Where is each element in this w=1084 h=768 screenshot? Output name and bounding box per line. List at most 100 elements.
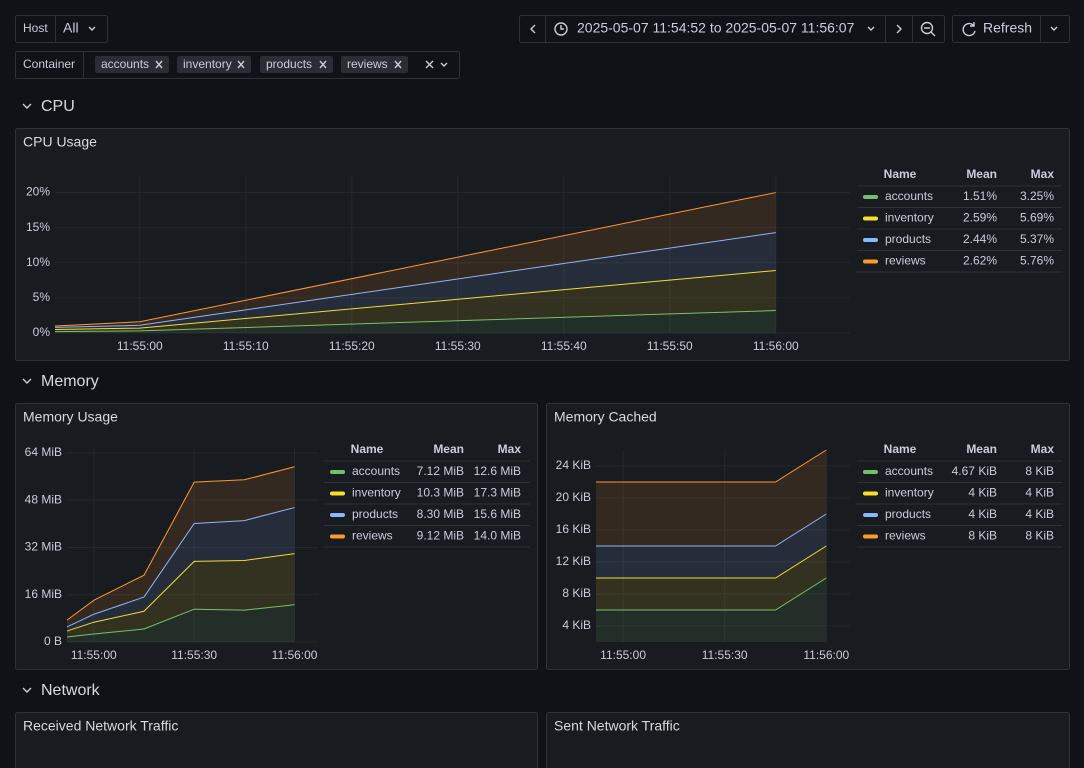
back-button[interactable] xyxy=(530,24,536,34)
legend-mean: 7.12 MiB xyxy=(417,464,464,478)
legend-name[interactable]: products xyxy=(885,232,931,246)
legend-name[interactable]: accounts xyxy=(352,464,400,478)
legend-max: 4 KiB xyxy=(1025,486,1054,500)
y-tick-label: 8 KiB xyxy=(562,586,591,600)
legend-name[interactable]: inventory xyxy=(885,211,934,225)
area-fill xyxy=(596,450,827,546)
legend-name[interactable]: products xyxy=(885,507,931,521)
legend-mean: 4 KiB xyxy=(968,486,997,500)
refresh-icon xyxy=(962,22,976,37)
series-line xyxy=(596,545,827,579)
legend-max: 8 KiB xyxy=(1025,464,1054,478)
clear-icon[interactable] xyxy=(425,60,434,69)
y-tick-label: 20% xyxy=(26,185,50,199)
collapse-icon[interactable] xyxy=(22,378,32,384)
legend-mean: 1.51% xyxy=(963,189,997,203)
legend-name[interactable]: inventory xyxy=(885,486,934,500)
panel-title: CPU Usage xyxy=(23,134,97,150)
x-tick-label: 11:55:00 xyxy=(71,648,117,662)
area-fill xyxy=(55,232,776,330)
section-title[interactable]: Memory xyxy=(41,373,99,390)
series-line xyxy=(66,507,295,628)
x-tick-label: 11:55:10 xyxy=(223,339,269,353)
x-tick-label: 11:55:30 xyxy=(171,648,217,662)
y-tick-label: 20 KiB xyxy=(556,490,591,504)
panel xyxy=(15,403,538,670)
y-tick-label: 16 MiB xyxy=(25,587,62,601)
chip-remove[interactable] xyxy=(394,60,402,69)
legend-mean: 4 KiB xyxy=(968,507,997,521)
legend-name[interactable]: accounts xyxy=(885,189,933,203)
legend-mean: 9.12 MiB xyxy=(417,529,464,543)
legend-mean: 8.30 MiB xyxy=(417,507,464,521)
series-line xyxy=(66,553,295,632)
y-tick-label: 4 KiB xyxy=(562,618,591,632)
chevron xyxy=(867,26,875,31)
panel-title: Received Network Traffic xyxy=(23,718,178,734)
refresh-button[interactable]: Refresh xyxy=(983,20,1032,36)
area-fill xyxy=(67,604,295,642)
refresh-interval[interactable] xyxy=(1050,26,1058,31)
series-line xyxy=(66,466,295,621)
legend-name[interactable]: products xyxy=(352,507,398,521)
series-line xyxy=(54,270,776,330)
legend-mean: 2.44% xyxy=(963,232,997,246)
collapse-icon[interactable] xyxy=(22,687,32,693)
zoom-out-button[interactable] xyxy=(920,21,934,35)
y-tick-label: 24 KiB xyxy=(556,458,591,472)
chip-label: inventory xyxy=(183,57,232,71)
x-tick-label: 11:56:00 xyxy=(803,648,849,662)
series-line xyxy=(54,192,776,327)
chip-remove[interactable] xyxy=(237,60,245,69)
chip-remove[interactable] xyxy=(319,60,327,69)
clock-icon xyxy=(554,22,568,36)
chip-remove[interactable] xyxy=(155,60,163,69)
chip xyxy=(260,56,333,73)
panel xyxy=(15,712,538,768)
y-tick-label: 0% xyxy=(33,325,51,339)
forward-button[interactable] xyxy=(896,24,902,34)
legend-name[interactable]: reviews xyxy=(352,529,393,543)
host-variable[interactable] xyxy=(15,15,108,43)
time-range[interactable]: 2025-05-07 11:54:52 to 2025-05-07 11:56:… xyxy=(577,20,855,36)
area-fill xyxy=(67,507,295,632)
legend-name[interactable]: reviews xyxy=(885,254,926,268)
y-tick-label: 48 MiB xyxy=(25,492,62,506)
series-line xyxy=(66,604,295,638)
legend-header: Mean xyxy=(433,442,464,456)
legend-max: 15.6 MiB xyxy=(474,507,521,521)
x-tick-label: 11:55:30 xyxy=(435,339,481,353)
x-tick-label: 11:55:40 xyxy=(541,339,587,353)
legend-max: 3.25% xyxy=(1020,189,1054,203)
legend-header: Name xyxy=(884,442,917,456)
collapse-icon[interactable] xyxy=(22,103,32,109)
series-line xyxy=(596,577,827,611)
legend-max: 5.69% xyxy=(1020,211,1054,225)
zoom-icon xyxy=(924,27,936,37)
series-line xyxy=(54,310,776,333)
legend-name[interactable]: accounts xyxy=(885,464,933,478)
y-tick-label: 64 MiB xyxy=(25,445,62,459)
legend-max: 14.0 MiB xyxy=(474,529,521,543)
clock-hands xyxy=(560,25,564,30)
series-line xyxy=(596,513,827,547)
legend-header: Max xyxy=(1031,442,1055,456)
area-fill xyxy=(67,466,295,627)
legend-header: Name xyxy=(351,442,384,456)
legend-max: 12.6 MiB xyxy=(474,464,521,478)
chips: accounts inventory products reviews xyxy=(95,56,408,73)
legend-mean: 2.59% xyxy=(963,211,997,225)
legend-header: Mean xyxy=(966,442,997,456)
series-line xyxy=(596,449,827,483)
legend-name[interactable]: inventory xyxy=(352,486,401,500)
section-title[interactable]: Network xyxy=(41,682,101,699)
x-tick-label: 11:56:00 xyxy=(753,339,799,353)
panel-title: Memory Cached xyxy=(554,409,657,425)
area-fill xyxy=(55,310,776,333)
section-title[interactable]: CPU xyxy=(41,98,75,115)
legend-header: Name xyxy=(884,167,917,181)
host-label: Host xyxy=(23,21,48,35)
legend-name[interactable]: reviews xyxy=(885,529,926,543)
panel-title: Memory Usage xyxy=(23,409,118,425)
